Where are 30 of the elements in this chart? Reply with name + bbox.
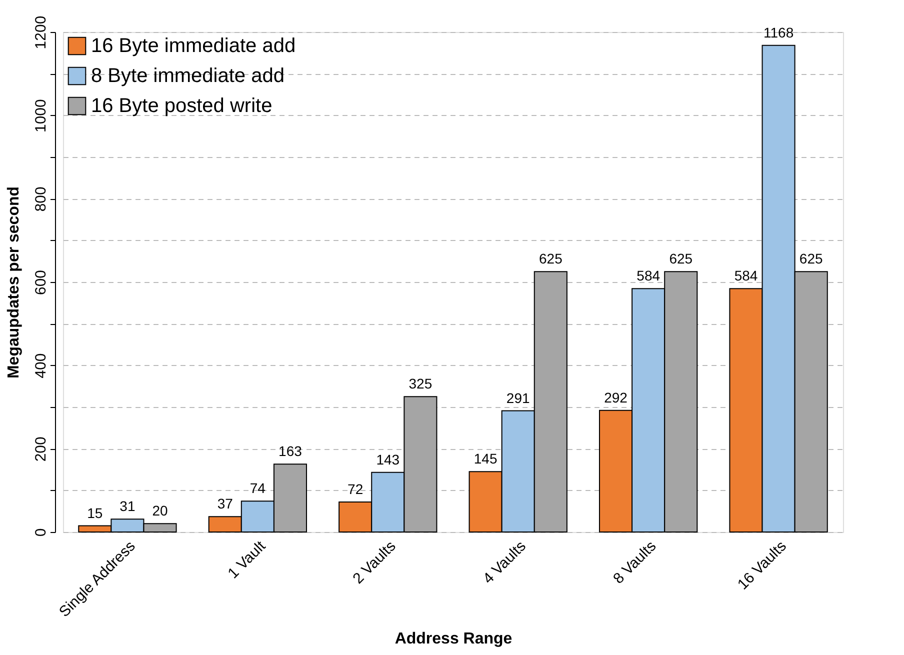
data-label: 1168 <box>763 24 794 40</box>
data-label: 625 <box>538 250 563 267</box>
y-tick-label: 200 <box>32 436 50 462</box>
x-axis-title: Address Range <box>394 630 512 648</box>
legend-label: 16 Byte immediate add <box>91 35 296 57</box>
legend-label: 8 Byte immediate add <box>91 65 284 87</box>
data-label: 143 <box>376 451 400 468</box>
y-tick-label: 800 <box>32 186 50 212</box>
data-label: 584 <box>734 268 758 284</box>
data-label: 325 <box>408 376 432 392</box>
y-tick-label: 0 <box>32 528 50 537</box>
data-label: 15 <box>87 504 103 521</box>
data-label: 31 <box>120 498 136 514</box>
data-label: 74 <box>250 480 266 496</box>
data-label: 292 <box>604 389 628 406</box>
data-label: 625 <box>799 250 823 267</box>
data-label: 20 <box>152 502 168 519</box>
data-label: 584 <box>636 268 660 284</box>
y-axis-title: Megaupdates per second <box>6 186 22 379</box>
data-label: 291 <box>506 390 530 406</box>
y-tick-label: 600 <box>32 270 50 296</box>
data-label: 163 <box>278 443 302 460</box>
y-tick-label: 1000 <box>32 99 50 133</box>
data-label: 145 <box>474 450 498 467</box>
y-tick-label: 400 <box>32 353 50 378</box>
data-label: 625 <box>669 250 693 267</box>
data-label: 37 <box>217 496 234 512</box>
legend-label: 16 Byte posted write <box>91 95 272 117</box>
data-label: 72 <box>348 481 364 497</box>
y-tick-label: 1200 <box>32 16 50 50</box>
